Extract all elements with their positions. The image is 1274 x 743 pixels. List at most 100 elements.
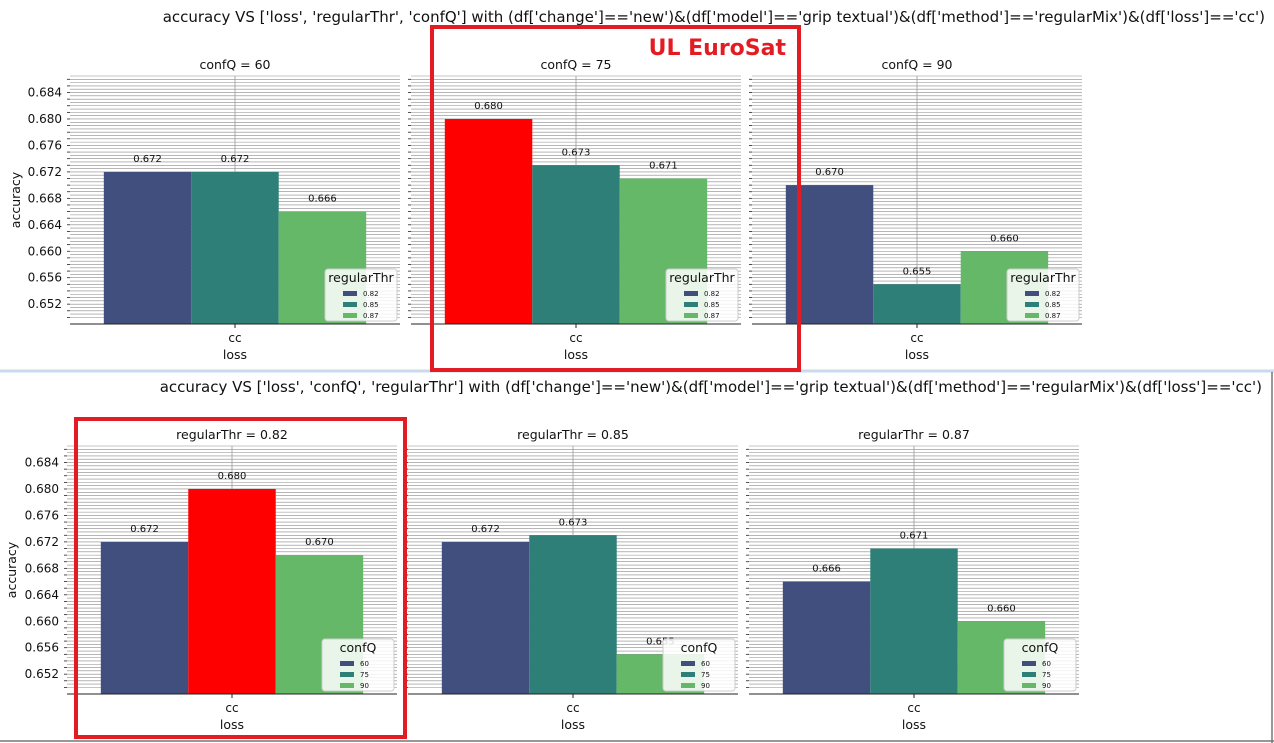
legend-frame [324,268,398,322]
legend-swatch [343,313,357,318]
bar [191,171,279,324]
legend-entry: 60 [360,660,369,668]
legend-swatch [1025,291,1039,296]
legend-swatch [340,672,354,677]
bar-value-label: 0.670 [305,537,334,548]
bar-value-label: 0.671 [900,531,929,542]
panel-2: 0.672 0.673 0.655 cc loss regularThr = 0.85 co… [405,427,738,732]
legend-entry: 0.85 [704,301,720,309]
legend-swatch [1025,302,1039,307]
legend-entry: 0.82 [1045,290,1061,298]
figure-title: accuracy VS ['loss', 'regularThr', 'conf… [163,8,1265,26]
y-tick-label: 0.660 [25,614,59,628]
legend-entry: 75 [360,671,369,679]
highlight-box [430,25,801,372]
panel-3: 0.666 0.671 0.660 cc loss regularThr = 0.87 co… [746,427,1079,732]
x-axis-label: loss [902,717,926,732]
panel-2: 0.680 0.673 0.671 cc loss confQ = 75 regularTh… [408,57,741,362]
bar [188,488,276,694]
bar-value-label: 0.655 [903,266,932,277]
legend-swatch [681,683,695,688]
legend-entry: 0.85 [1045,301,1061,309]
bar-value-label: 0.666 [812,564,841,575]
bar-value-label: 0.660 [987,603,1016,614]
legend-swatch [1022,661,1036,666]
figure-2: accuracy VS ['loss', 'confQ', 'regularTh… [4,378,1262,739]
bar-value-label: 0.666 [308,194,337,205]
panel-title: confQ = 75 [540,57,611,72]
legend: regularThr 0.82 0.85 0.87 [324,268,398,322]
legend-entry: 75 [701,671,710,679]
x-axis-label: loss [223,347,247,362]
x-tick-label: cc [569,331,582,345]
legend-swatch [681,661,695,666]
legend-swatch [340,661,354,666]
y-tick-label: 0.680 [25,482,59,496]
legend-swatch [684,291,698,296]
legend-entry: 90 [360,682,369,690]
legend: regularThr 0.82 0.85 0.87 [665,268,739,322]
bar-value-label: 0.672 [130,524,159,535]
x-axis-label: loss [564,347,588,362]
x-tick-label: cc [566,701,579,715]
panel-1: 0.672 0.672 0.666 cc loss confQ = 60 0.684 0.68… [28,57,400,362]
bar-value-label: 0.672 [221,154,250,165]
x-tick-label: cc [228,331,241,345]
y-tick-label: 0.672 [25,535,59,549]
legend-swatch [1022,683,1036,688]
panel-title: confQ = 60 [199,57,270,72]
bar-value-label: 0.670 [815,167,844,178]
legend-entry: 0.87 [1045,312,1061,320]
legend: regularThr 0.82 0.85 0.87 [1006,268,1080,322]
panel-3: 0.670 0.655 0.660 cc loss confQ = 90 regularTh… [749,57,1082,362]
bar [444,118,533,324]
legend-frame [662,638,736,692]
legend-entry: 0.82 [363,290,379,298]
legend-swatch [684,302,698,307]
legend-swatch [343,291,357,296]
y-tick-label: 0.668 [28,191,62,205]
legend-frame [1006,268,1080,322]
bar-value-label: 0.673 [559,517,588,528]
legend-entry: 75 [1042,671,1051,679]
x-axis-label: loss [905,347,929,362]
bar-value-label: 0.680 [218,471,247,482]
bar [441,541,530,694]
legend-entry: 0.87 [704,312,720,320]
y-tick-label: 0.676 [25,508,59,522]
x-axis-label: loss [220,717,244,732]
panel-title: regularThr = 0.85 [517,427,629,442]
panel-title: regularThr = 0.82 [176,427,288,442]
legend: confQ 60 75 90 [662,638,736,692]
legend-title: regularThr [669,270,735,285]
y-tick-label: 0.664 [25,588,59,602]
figure-title: accuracy VS ['loss', 'confQ', 'regularTh… [160,378,1262,396]
y-axis-label: accuracy [8,171,23,228]
panel-title: regularThr = 0.87 [858,427,970,442]
legend: confQ 60 75 90 [321,638,395,692]
legend-swatch [1025,313,1039,318]
legend-entry: 90 [1042,682,1051,690]
bar-value-label: 0.672 [471,524,500,535]
bar [870,548,958,694]
legend-title: confQ [340,640,377,655]
legend-swatch [340,683,354,688]
y-axis-label: accuracy [4,541,19,598]
y-tick-label: 0.672 [28,165,62,179]
bar-value-label: 0.680 [474,101,503,112]
panel-title: confQ = 90 [881,57,952,72]
legend-frame [665,268,739,322]
x-tick-label: cc [907,701,920,715]
bar [782,581,871,694]
legend: confQ 60 75 90 [1003,638,1077,692]
panel-1: 0.672 0.680 0.670 cc loss regularThr = 0.82 0.… [25,427,397,732]
bar-value-label: 0.671 [649,161,678,172]
y-tick-label: 0.668 [25,561,59,575]
bar [532,165,620,324]
x-tick-label: cc [910,331,923,345]
legend-entry: 90 [701,682,710,690]
y-tick-label: 0.676 [28,138,62,152]
y-tick-label: 0.656 [25,641,59,655]
legend-swatch [684,313,698,318]
legend-title: confQ [1022,640,1059,655]
